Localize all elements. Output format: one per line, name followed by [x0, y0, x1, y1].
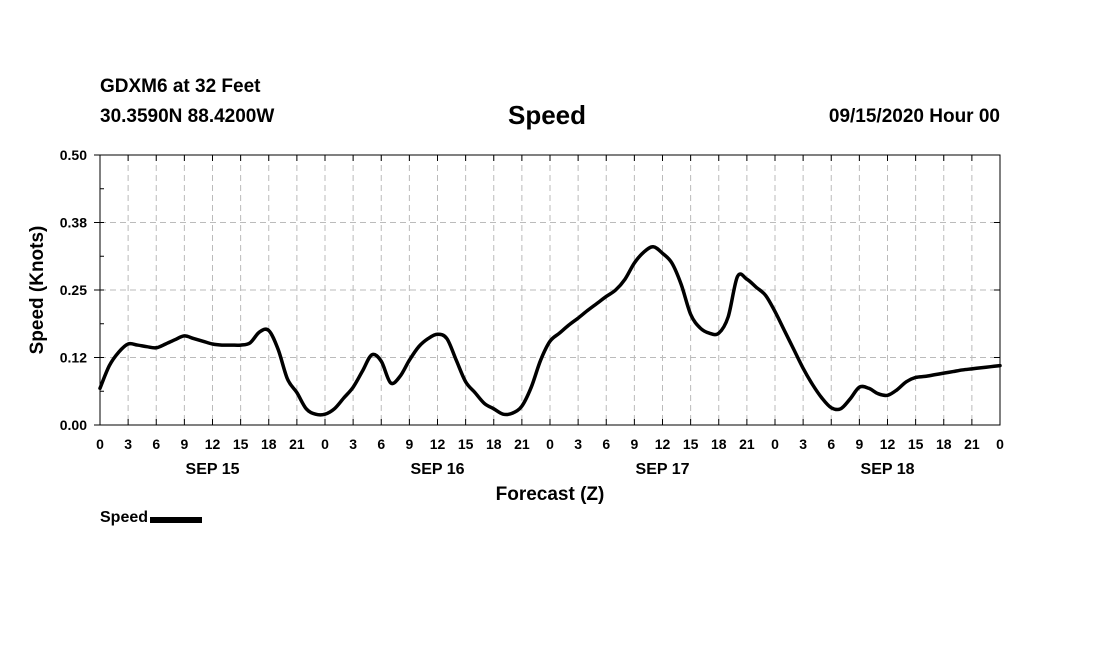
x-tick-label: 21 — [514, 436, 530, 452]
x-tick-label: 3 — [799, 436, 807, 452]
x-tick-label: 21 — [964, 436, 980, 452]
y-tick-label: 0.00 — [60, 417, 87, 433]
x-tick-label: 3 — [574, 436, 582, 452]
x-tick-label: 12 — [655, 436, 671, 452]
x-tick-label: 15 — [683, 436, 699, 452]
y-tick-label: 0.50 — [60, 147, 87, 163]
x-tick-label: 9 — [630, 436, 638, 452]
x-tick-label: 0 — [771, 436, 779, 452]
x-axis-title: Forecast (Z) — [496, 484, 605, 505]
x-tick-label: 0 — [96, 436, 104, 452]
x-tick-label: 18 — [486, 436, 502, 452]
legend: Speed — [100, 509, 203, 527]
axis-labels: 0 3 6 9 12 15 18 21 0 3 6 9 12 15 18 21 0 3 6 9 12 15 18 21 0 3 6 9… — [27, 147, 1004, 505]
x-tick-label: 9 — [855, 436, 863, 452]
tick-marks — [94, 154, 1001, 426]
x-tick-label: 18 — [711, 436, 727, 452]
legend-line-swatch — [150, 516, 203, 523]
x-tick-label: 21 — [739, 436, 755, 452]
day-label: SEP 16 — [411, 461, 465, 478]
x-tick-label: 15 — [908, 436, 924, 452]
x-tick-label: 12 — [205, 436, 221, 452]
y-axis-title: Speed (Knots) — [27, 226, 48, 355]
x-tick-label: 15 — [233, 436, 249, 452]
y-tick-label: 0.25 — [60, 282, 87, 298]
gridlines — [100, 155, 1000, 425]
forecast-datestamp: 09/15/2020 Hour 00 — [828, 106, 1000, 127]
y-tick-label: 0.12 — [60, 350, 87, 366]
x-tick-label: 3 — [349, 436, 357, 452]
legend-label: Speed — [100, 509, 149, 526]
day-label: SEP 15 — [186, 461, 240, 478]
x-tick-label: 18 — [936, 436, 952, 452]
day-label: SEP 18 — [861, 461, 915, 478]
x-tick-label: 0 — [546, 436, 554, 452]
speed-series-line — [98, 245, 1002, 417]
x-tick-label: 6 — [377, 436, 385, 452]
coordinates-label: 30.3590N 88.4200W — [100, 106, 275, 127]
day-label: SEP 17 — [636, 461, 690, 478]
station-label: GDXM6 at 32 Feet — [100, 76, 261, 97]
x-tick-label: 6 — [827, 436, 835, 452]
x-tick-label: 0 — [321, 436, 329, 452]
x-tick-label: 12 — [880, 436, 896, 452]
series-layer — [98, 245, 1002, 417]
x-tick-label: 12 — [430, 436, 446, 452]
x-tick-label: 15 — [458, 436, 474, 452]
chart-title: Speed — [508, 100, 587, 130]
x-tick-label: 9 — [180, 436, 188, 452]
x-tick-label: 21 — [289, 436, 305, 452]
x-tick-label: 18 — [261, 436, 277, 452]
x-tick-label: 3 — [124, 436, 132, 452]
x-tick-label: 6 — [152, 436, 160, 452]
x-tick-label: 6 — [602, 436, 610, 452]
x-tick-label: 0 — [996, 436, 1004, 452]
y-tick-label: 0.38 — [60, 215, 87, 231]
x-tick-label: 9 — [405, 436, 413, 452]
